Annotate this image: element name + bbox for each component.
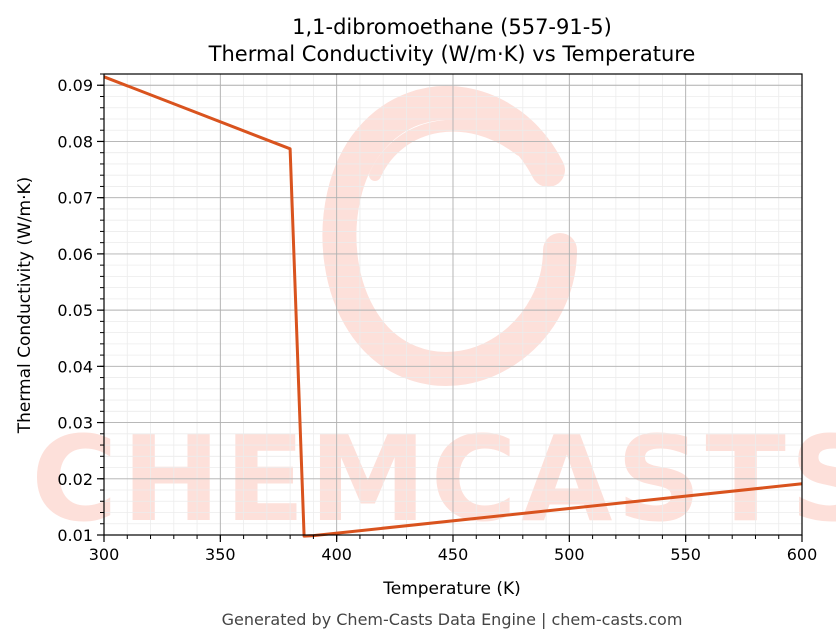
y-tick-label: 0.07 [57,189,93,208]
x-axis-label: Temperature (K) [382,579,521,599]
y-tick-label: 0.05 [57,301,93,320]
y-tick-label: 0.09 [57,76,93,95]
y-axis-label: Thermal Conductivity (W/m·K) [15,177,35,435]
y-tick-label: 0.06 [57,245,93,264]
y-axis-ticks: 0.01 0.02 0.03 0.04 0.05 0.06 0.07 0.08 0.09 [57,73,104,545]
x-tick-label: 600 [787,545,818,564]
x-tick-label: 350 [205,545,236,564]
y-tick-label: 0.04 [57,357,93,376]
chart-title-line1: 1,1-dibromoethane (557-91-5) [292,15,612,39]
x-axis-ticks: 300 350 400 450 500 550 600 [89,535,818,564]
x-tick-label: 500 [554,545,585,564]
y-tick-label: 0.01 [57,526,93,545]
watermark-logo [322,86,577,386]
y-tick-label: 0.08 [57,132,93,151]
x-tick-label: 400 [321,545,352,564]
x-tick-label: 300 [89,545,120,564]
x-tick-label: 550 [670,545,701,564]
chart-title-line2: Thermal Conductivity (W/m·K) vs Temperat… [208,42,696,66]
y-tick-label: 0.02 [57,470,93,489]
series-line-thermal-conductivity [103,75,803,538]
y-tick-label: 0.03 [57,414,93,433]
x-tick-label: 450 [438,545,469,564]
footer-credit: Generated by Chem-Casts Data Engine | ch… [222,610,683,629]
watermark: CHEMCASTS [31,86,836,548]
